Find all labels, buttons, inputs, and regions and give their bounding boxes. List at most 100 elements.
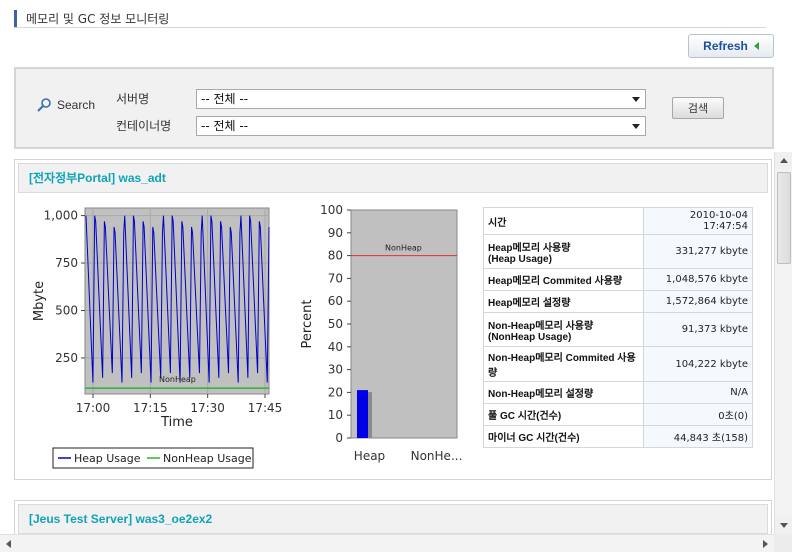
- container-select[interactable]: -- 전체 --: [196, 116, 646, 136]
- horizontal-scrollbar[interactable]: [0, 534, 774, 552]
- x-axis-title: Time: [160, 415, 193, 430]
- chevron-down-icon: [632, 97, 640, 102]
- scroll-down-button[interactable]: [775, 517, 792, 534]
- y-tick-label: 1,000: [44, 209, 78, 223]
- info-key: Non-Heap메모리 Commited 사용량: [483, 346, 644, 382]
- info-key-label: 마이너 GC 시간(건수): [488, 433, 580, 444]
- legend-label-heap: Heap Usage: [74, 452, 141, 465]
- info-key-label: 풀 GC 시간(건수): [488, 411, 562, 422]
- refresh-arrow-icon: [753, 42, 759, 50]
- chart-annotation: NonHeap: [385, 244, 422, 253]
- search-label: Search: [57, 98, 96, 112]
- info-key-label: Non-Heap메모리 설정량: [488, 389, 594, 400]
- y-tick-label: 30: [328, 363, 343, 377]
- info-key: 풀 GC 시간(건수): [483, 403, 644, 426]
- info-key: 시간: [483, 207, 644, 235]
- info-value: 44,843 초(158): [643, 425, 753, 448]
- x-tick-label: 17:15: [133, 401, 168, 415]
- y-tick-label: 40: [328, 340, 343, 354]
- info-key-sub: (NonHeap Usage): [488, 331, 572, 343]
- server-select[interactable]: -- 전체 --: [196, 89, 646, 109]
- arrow-right-icon: [763, 539, 768, 548]
- y-tick-label: 70: [328, 271, 343, 285]
- info-key: Heap메모리 Commited 사용량: [483, 268, 644, 291]
- info-value: N/A: [643, 381, 753, 404]
- y-tick-label: 500: [55, 303, 78, 317]
- info-key: Heap메모리 설정량: [483, 290, 644, 313]
- info-row: Non-Heap메모리 사용량 (NonHeap Usage) 91,373 kby…: [483, 312, 753, 347]
- y-tick-label: 100: [320, 203, 343, 217]
- info-key-label: Heap메모리 설정량: [488, 298, 571, 309]
- info-key-label: Non-Heap메모리 사용량: [488, 320, 594, 332]
- info-key-label: Heap메모리 사용량: [488, 242, 571, 254]
- info-key-label: Non-Heap메모리 Commited 사용량: [488, 353, 636, 379]
- info-row: Heap메모리 설정량 1,572,864 kbyte: [483, 290, 753, 313]
- legend-label-nonheap: NonHeap Usage: [163, 452, 252, 465]
- chart-annotation: NonHeap: [159, 375, 196, 384]
- server-panel: [Jeus Test Server] was3_oe2ex2: [14, 500, 772, 540]
- refresh-label: Refresh: [703, 39, 748, 53]
- arrow-left-icon: [6, 539, 11, 548]
- x-tick-label: 17:00: [76, 401, 111, 415]
- info-key: 마이너 GC 시간(건수): [483, 425, 644, 448]
- memory-info-table: 시간 2010-10-04 17:47:54 Heap메모리 사용량 (Heap Us…: [483, 207, 753, 448]
- y-tick-label: 50: [328, 317, 343, 331]
- y-tick-label: 750: [55, 256, 78, 270]
- arrow-down-icon: [779, 523, 788, 528]
- info-value: 1,572,864 kbyte: [643, 290, 753, 313]
- scrollbar-corner: [774, 534, 792, 552]
- info-value: 1,048,576 kbyte: [643, 268, 753, 291]
- y-tick-label: 80: [328, 249, 343, 263]
- scroll-left-button[interactable]: [0, 535, 17, 552]
- y-tick-label: 60: [328, 294, 343, 308]
- y-tick-label: 0: [335, 431, 343, 445]
- vertical-scrollbar[interactable]: [774, 152, 792, 534]
- info-key-label: 시간: [488, 217, 507, 229]
- panel-title: [전자정부Portal] was_adt: [18, 163, 768, 193]
- scroll-thumb[interactable]: [777, 172, 791, 264]
- x-tick-label: 17:45: [248, 401, 283, 415]
- server-panel: [전자정부Portal] was_adt 1,000 750 500 250 17:00…: [14, 159, 772, 480]
- info-row: 마이너 GC 시간(건수) 44,843 초(158): [483, 425, 753, 448]
- info-key: Non-Heap메모리 사용량 (NonHeap Usage): [483, 312, 644, 347]
- panel-title: [Jeus Test Server] was3_oe2ex2: [18, 504, 768, 534]
- page-title: 메모리 및 GC 정보 모니터링: [14, 10, 169, 28]
- info-value: 91,373 kbyte: [643, 312, 753, 347]
- server-select-value: -- 전체 --: [201, 92, 249, 106]
- info-row: 시간 2010-10-04 17:47:54: [483, 207, 753, 235]
- info-row: Heap메모리 Commited 사용량 1,048,576 kbyte: [483, 268, 753, 291]
- info-value: 104,222 kbyte: [643, 346, 753, 382]
- arrow-up-icon: [779, 158, 788, 163]
- refresh-button[interactable]: Refresh: [688, 34, 774, 58]
- x-tick-label: NonHe...: [411, 449, 463, 463]
- info-key: Non-Heap메모리 설정량: [483, 381, 644, 404]
- heap-usage-line: [85, 215, 270, 383]
- bar: [357, 390, 368, 438]
- info-row: Non-Heap메모리 설정량 N/A: [483, 381, 753, 404]
- y-tick-label: 10: [328, 408, 343, 422]
- scroll-up-button[interactable]: [775, 152, 792, 169]
- search-icon: [37, 98, 51, 112]
- x-tick-label: 17:30: [190, 401, 225, 415]
- info-value: 331,277 kbyte: [643, 234, 753, 269]
- title-divider: [14, 27, 766, 28]
- y-axis-title: Mbyte: [32, 281, 47, 321]
- scroll-right-button[interactable]: [757, 535, 774, 552]
- y-tick-label: 90: [328, 226, 343, 240]
- chevron-down-icon: [632, 124, 640, 129]
- container-select-value: -- 전체 --: [201, 119, 249, 133]
- info-key: Heap메모리 사용량 (Heap Usage): [483, 234, 644, 269]
- y-axis-title: Percent: [300, 300, 315, 349]
- search-button[interactable]: 검색: [672, 97, 724, 119]
- search-heading: Search: [36, 97, 95, 113]
- search-button-label: 검색: [687, 102, 709, 115]
- info-key-label: Heap메모리 Commited 사용량: [488, 276, 623, 287]
- server-label: 서버명: [116, 92, 150, 106]
- info-value: 0초(0): [643, 403, 753, 426]
- x-tick-label: Heap: [354, 449, 385, 463]
- y-tick-label: 20: [328, 385, 343, 399]
- info-row: Heap메모리 사용량 (Heap Usage) 331,277 kbyte: [483, 234, 753, 269]
- y-tick-label: 250: [55, 351, 78, 365]
- info-value: 2010-10-04 17:47:54: [643, 207, 753, 235]
